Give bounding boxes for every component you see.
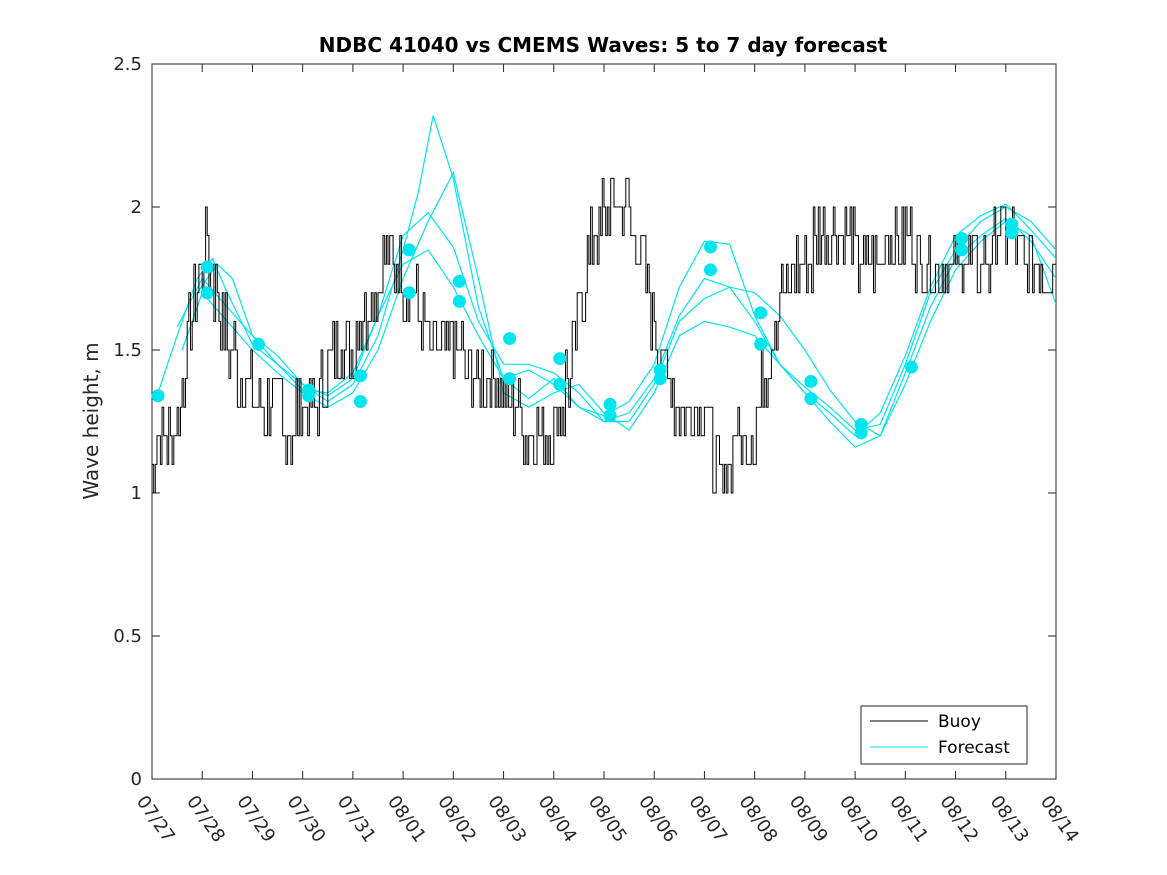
- forecast-marker: [1005, 226, 1019, 240]
- buoy-line: [152, 177, 1056, 494]
- x-tick-label: 08/01: [383, 792, 430, 847]
- chart-title: NDBC 41040 vs CMEMS Waves: 5 to 7 day fo…: [319, 33, 888, 57]
- forecast-marker: [302, 389, 316, 403]
- x-tick-label: 08/03: [483, 792, 530, 847]
- x-tick-label: 08/04: [534, 792, 581, 847]
- forecast-marker: [200, 260, 214, 274]
- legend-box: [860, 705, 1028, 765]
- forecast-markers: [151, 217, 1019, 440]
- x-tick-label: 08/06: [634, 792, 681, 847]
- y-tick-label: 0.5: [113, 626, 142, 647]
- x-tick-label: 08/05: [584, 792, 631, 847]
- forecast-marker: [452, 274, 466, 288]
- legend-buoy-label: Buoy: [938, 712, 981, 732]
- forecast-marker: [402, 243, 416, 257]
- forecast-marker: [804, 392, 818, 406]
- forecast-marker: [955, 231, 969, 245]
- x-tick-label: 07/29: [232, 792, 279, 847]
- forecast-marker: [553, 377, 567, 391]
- y-axis-label: Wave height, m: [79, 342, 103, 499]
- x-tick-label: 07/28: [182, 792, 229, 847]
- x-tick-label: 08/10: [835, 792, 882, 847]
- x-tick-label: 07/27: [132, 792, 179, 847]
- forecast-marker: [703, 263, 717, 277]
- forecast-marker: [402, 286, 416, 300]
- forecast-marker: [854, 426, 868, 440]
- forecast-marker: [503, 372, 517, 386]
- x-tick-label: 08/09: [785, 792, 832, 847]
- forecast-marker: [904, 360, 918, 374]
- legend-forecast-label: Forecast: [938, 738, 1010, 758]
- x-tick-label: 08/02: [433, 792, 480, 847]
- x-tick-label: 08/12: [935, 792, 982, 847]
- x-tick-label: 08/07: [684, 792, 731, 847]
- forecast-marker: [251, 337, 265, 351]
- y-tick-label: 2.5: [113, 54, 142, 75]
- forecast-marker: [452, 294, 466, 308]
- forecast-marker: [353, 369, 367, 383]
- forecast-marker: [603, 397, 617, 411]
- forecast-marker: [503, 332, 517, 346]
- x-tick-label: 07/31: [333, 792, 380, 847]
- forecast-marker: [754, 306, 768, 320]
- y-tick-label: 1.5: [113, 340, 142, 361]
- forecast-line-4: [196, 211, 1056, 437]
- forecast-marker: [151, 389, 165, 403]
- x-tick-label: 08/14: [1036, 792, 1083, 847]
- x-tick-label: 08/11: [885, 792, 932, 847]
- forecast-marker: [754, 337, 768, 351]
- y-axis-ticks: 0 0.5 1 1.5 2 2.5: [113, 54, 1056, 790]
- y-tick-label: 0: [131, 769, 142, 790]
- x-tick-label: 08/13: [986, 792, 1033, 847]
- forecast-marker: [603, 409, 617, 423]
- x-tick-label: 08/08: [735, 792, 782, 847]
- y-tick-label: 2: [131, 197, 142, 218]
- forecast-marker: [804, 374, 818, 388]
- forecast-marker: [955, 243, 969, 257]
- forecast-marker: [200, 286, 214, 300]
- forecast-marker: [553, 352, 567, 366]
- y-tick-label: 1: [131, 483, 142, 504]
- buoy-series: [152, 177, 1056, 494]
- forecast-marker: [653, 372, 667, 386]
- forecast-marker: [353, 394, 367, 408]
- x-tick-label: 07/30: [283, 792, 330, 847]
- forecast-line-1: [156, 206, 1056, 431]
- plot-area: [151, 115, 1056, 494]
- legend: Buoy Forecast: [860, 705, 1028, 765]
- forecast-marker: [703, 240, 717, 254]
